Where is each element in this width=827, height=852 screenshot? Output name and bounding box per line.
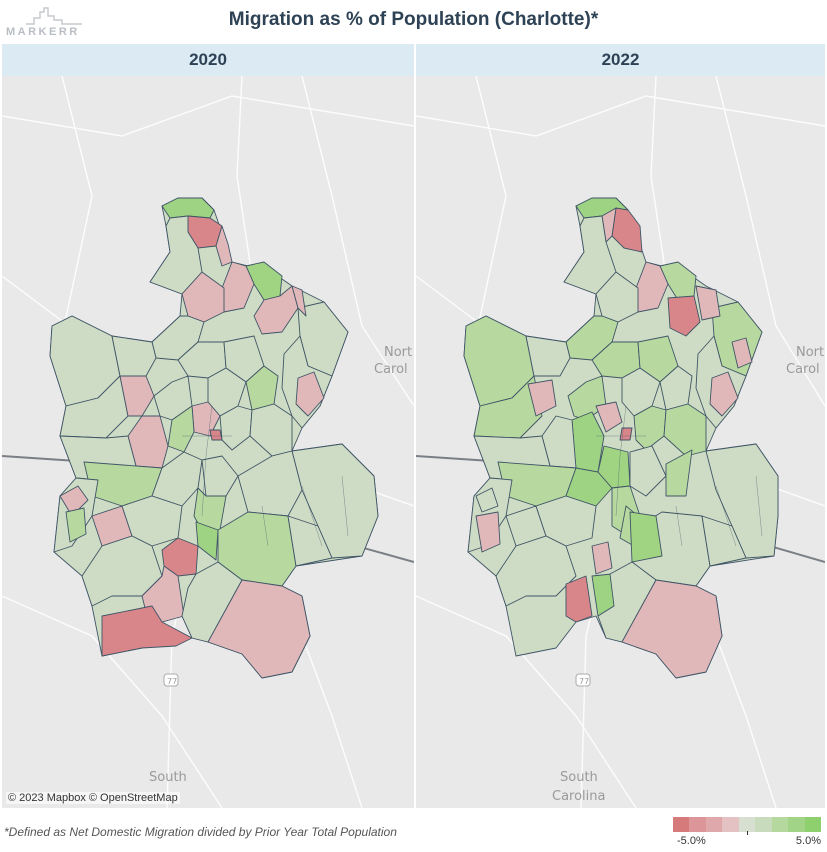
legend-swatch-2	[705, 817, 723, 832]
panel-header-2020: 2020	[2, 44, 414, 76]
legend-swatch-3	[722, 817, 739, 832]
legend-min-label: -5.0%	[677, 835, 706, 847]
panel-header-2022: 2022	[416, 44, 825, 76]
region-s18	[181, 561, 243, 643]
legend-swatch-4	[738, 817, 756, 832]
region-s8	[65, 507, 87, 543]
region-n9	[291, 285, 307, 317]
label-south-carolina-line1-2022: South	[560, 770, 598, 785]
region-s3	[201, 455, 239, 497]
skyline-icon	[26, 7, 82, 25]
region-s14	[701, 515, 747, 567]
region-e3	[709, 371, 739, 417]
region-n1	[161, 197, 215, 219]
region-s12	[195, 521, 219, 561]
region-s15	[495, 535, 577, 607]
map-2020-canvas[interactable]: Nort Carol South 77	[2, 76, 414, 808]
region-n7	[253, 285, 299, 335]
legend-swatch-6	[771, 817, 789, 832]
region-c6	[595, 401, 623, 433]
label-north-carolina-line1: Nort	[384, 345, 412, 360]
label-north-carolina-line2: Carol	[374, 362, 408, 377]
label-south-carolina-line2-2022: Carolina	[552, 789, 606, 804]
region-w4	[119, 375, 155, 417]
region-s19	[621, 579, 723, 679]
region-c3	[245, 365, 279, 411]
label-south-carolina: South	[149, 770, 187, 785]
legend-swatch-5	[755, 817, 772, 832]
metro-regions-2022[interactable]	[463, 197, 779, 679]
region-s11	[591, 541, 613, 575]
markerr-logo: MARKERR	[6, 6, 96, 38]
label-north-carolina-line2-2022: Carol	[786, 362, 820, 377]
region-s13b	[629, 511, 663, 563]
label-north-carolina-line1-2022: Nort	[796, 345, 824, 360]
legend-max-label: 5.0%	[795, 835, 821, 847]
footnote: *Defined as Net Domestic Migration divid…	[4, 825, 397, 839]
region-s16	[565, 575, 593, 623]
region-e4	[731, 337, 753, 369]
region-c7	[619, 427, 633, 441]
region-n7	[667, 295, 701, 337]
region-s8	[475, 511, 501, 553]
color-legend: -5.0% 5.0%	[673, 817, 821, 847]
page-title: Migration as % of Population (Charlotte)…	[228, 9, 599, 30]
region-s19	[207, 579, 311, 679]
region-n9	[695, 285, 721, 321]
highway-shield-icon-2022	[575, 673, 591, 687]
region-c7	[209, 429, 223, 441]
highway-number: 77	[167, 677, 177, 686]
legend-swatches	[673, 817, 821, 832]
region-s2	[565, 467, 613, 507]
region-n11	[151, 315, 205, 361]
region-w2	[525, 335, 571, 377]
region-s5	[629, 445, 667, 497]
map-2022[interactable]: Nort Carol South Carolina 77	[416, 76, 825, 808]
region-n11	[565, 315, 619, 361]
region-s17	[101, 605, 193, 657]
region-s7	[59, 485, 89, 517]
highway-shield-icon	[163, 673, 179, 687]
region-s5b	[665, 449, 693, 497]
highway-number-2022: 77	[579, 677, 589, 686]
region-s18	[597, 561, 657, 643]
legend-swatch-0	[673, 817, 690, 832]
legend-swatch-7	[788, 817, 805, 832]
map-attribution[interactable]: © 2023 Mapbox © OpenStreetMap	[6, 792, 180, 804]
legend-zero-tick	[747, 831, 748, 835]
region-w2	[111, 335, 157, 377]
legend-swatch-8	[804, 817, 821, 832]
brand-name: MARKERR	[6, 26, 80, 38]
metro-regions-2020[interactable]	[49, 197, 379, 679]
region-e3	[295, 371, 325, 417]
region-c3	[659, 365, 693, 411]
map-2020[interactable]: Nort Carol South 77	[2, 76, 414, 808]
region-s14	[287, 515, 333, 567]
region-c8	[167, 405, 195, 453]
map-2022-canvas[interactable]: Nort Carol South Carolina 77	[416, 76, 825, 808]
region-n3	[215, 225, 233, 267]
region-s7	[475, 487, 499, 513]
region-w4	[527, 379, 557, 417]
legend-swatch-1	[689, 817, 706, 832]
